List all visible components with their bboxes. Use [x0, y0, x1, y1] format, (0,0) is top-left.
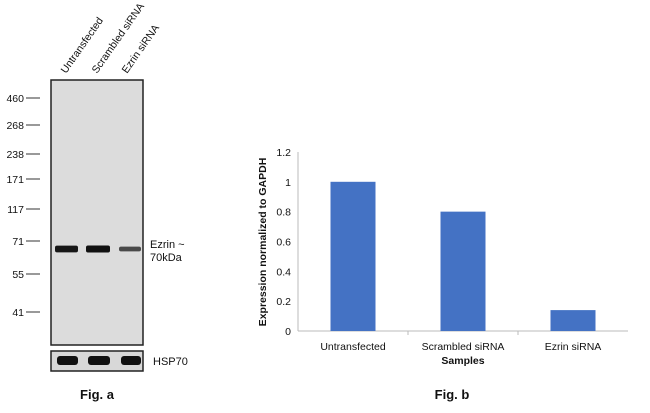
marker-label: 171 — [6, 174, 24, 186]
bar — [550, 310, 596, 331]
hsp70-band — [121, 356, 141, 365]
x-tick-label: Untransfected — [320, 341, 386, 353]
y-tick-label: 0.2 — [276, 296, 291, 308]
y-axis-label: Expression normalized to GAPDH — [257, 158, 269, 327]
fig-b-caption: Fig. b — [435, 387, 470, 402]
hsp70-band — [88, 356, 110, 365]
bar-chart: 0 0.2 0.4 0.6 0.8 1 1.2 Untransfected Scrambled… — [257, 147, 628, 402]
x-tick-label: Ezrin siRNA — [545, 341, 602, 353]
y-tick-label: 0.6 — [276, 236, 291, 248]
marker-label: 41 — [12, 307, 24, 319]
marker-label: 55 — [12, 269, 24, 281]
y-tick-label: 0 — [285, 326, 291, 338]
x-axis-label: Samples — [441, 355, 484, 367]
bar — [440, 211, 486, 331]
bar — [330, 181, 376, 331]
fig-a-caption: Fig. a — [80, 387, 115, 402]
ezrin-band — [119, 246, 141, 252]
marker-label: 71 — [12, 236, 24, 248]
marker-label: 268 — [6, 120, 24, 132]
marker-label: 238 — [6, 149, 24, 161]
band-label-line1: Ezrin ~ — [150, 239, 185, 251]
marker-label: 117 — [7, 204, 24, 216]
marker-label: 460 — [6, 93, 24, 105]
band-label-line2: 70kDa — [150, 252, 183, 264]
loading-control-label: HSP70 — [153, 356, 188, 368]
blot-membrane — [50, 79, 144, 346]
y-tick-label: 0.4 — [276, 266, 291, 278]
hsp70-band — [57, 356, 78, 365]
x-tick-label: Scrambled siRNA — [422, 341, 505, 353]
ezrin-band — [55, 245, 78, 253]
y-tick-label: 0.8 — [276, 207, 291, 219]
lane-label: Scrambled siRNA — [90, 1, 147, 76]
y-tick-label: 1 — [285, 177, 291, 189]
y-tick-label: 1.2 — [276, 147, 291, 159]
ezrin-band — [86, 245, 110, 253]
